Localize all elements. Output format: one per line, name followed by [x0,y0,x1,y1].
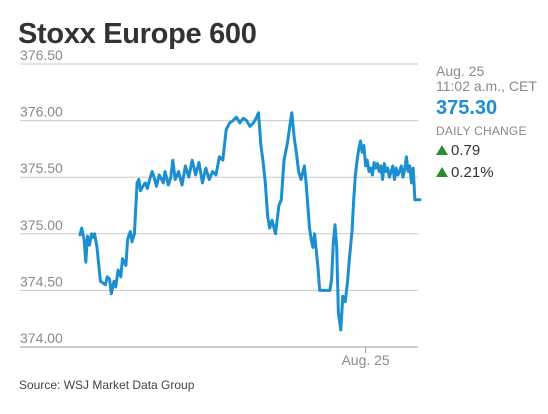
up-triangle-icon [436,145,448,155]
chart-title: Stoxx Europe 600 [18,18,257,50]
x-axis: Aug. 25 [341,347,390,368]
y-tick-label: 374.00 [20,330,63,346]
daily-change-label: DAILY CHANGE [436,124,527,138]
price-line [78,111,422,332]
quote-panel: Aug. 25 11:02 a.m., CET 375.30 DAILY CHA… [436,64,546,182]
y-tick-label: 376.00 [20,104,63,120]
up-triangle-icon [436,167,448,177]
change-percent: 0.21% [451,164,494,181]
y-tick-label: 375.50 [20,160,63,176]
change-points: 0.79 [451,142,481,159]
y-axis-labels: 374.00 374.50 375.00 375.50 376.00 376.50 [20,47,63,346]
quote-date: Aug. 25 [436,63,485,79]
x-tick-label: Aug. 25 [341,352,389,368]
gridlines [20,63,418,348]
y-tick-label: 375.00 [20,217,63,233]
last-price: 375.30 [436,97,498,119]
change-percent-row: 0.21% [436,164,546,182]
source-note: Source: WSJ Market Data Group [19,378,195,392]
change-points-row: 0.79 [436,142,546,160]
y-tick-label: 376.50 [20,47,63,63]
quote-time: 11:02 a.m., CET [436,78,537,94]
y-tick-label: 374.50 [20,273,63,289]
